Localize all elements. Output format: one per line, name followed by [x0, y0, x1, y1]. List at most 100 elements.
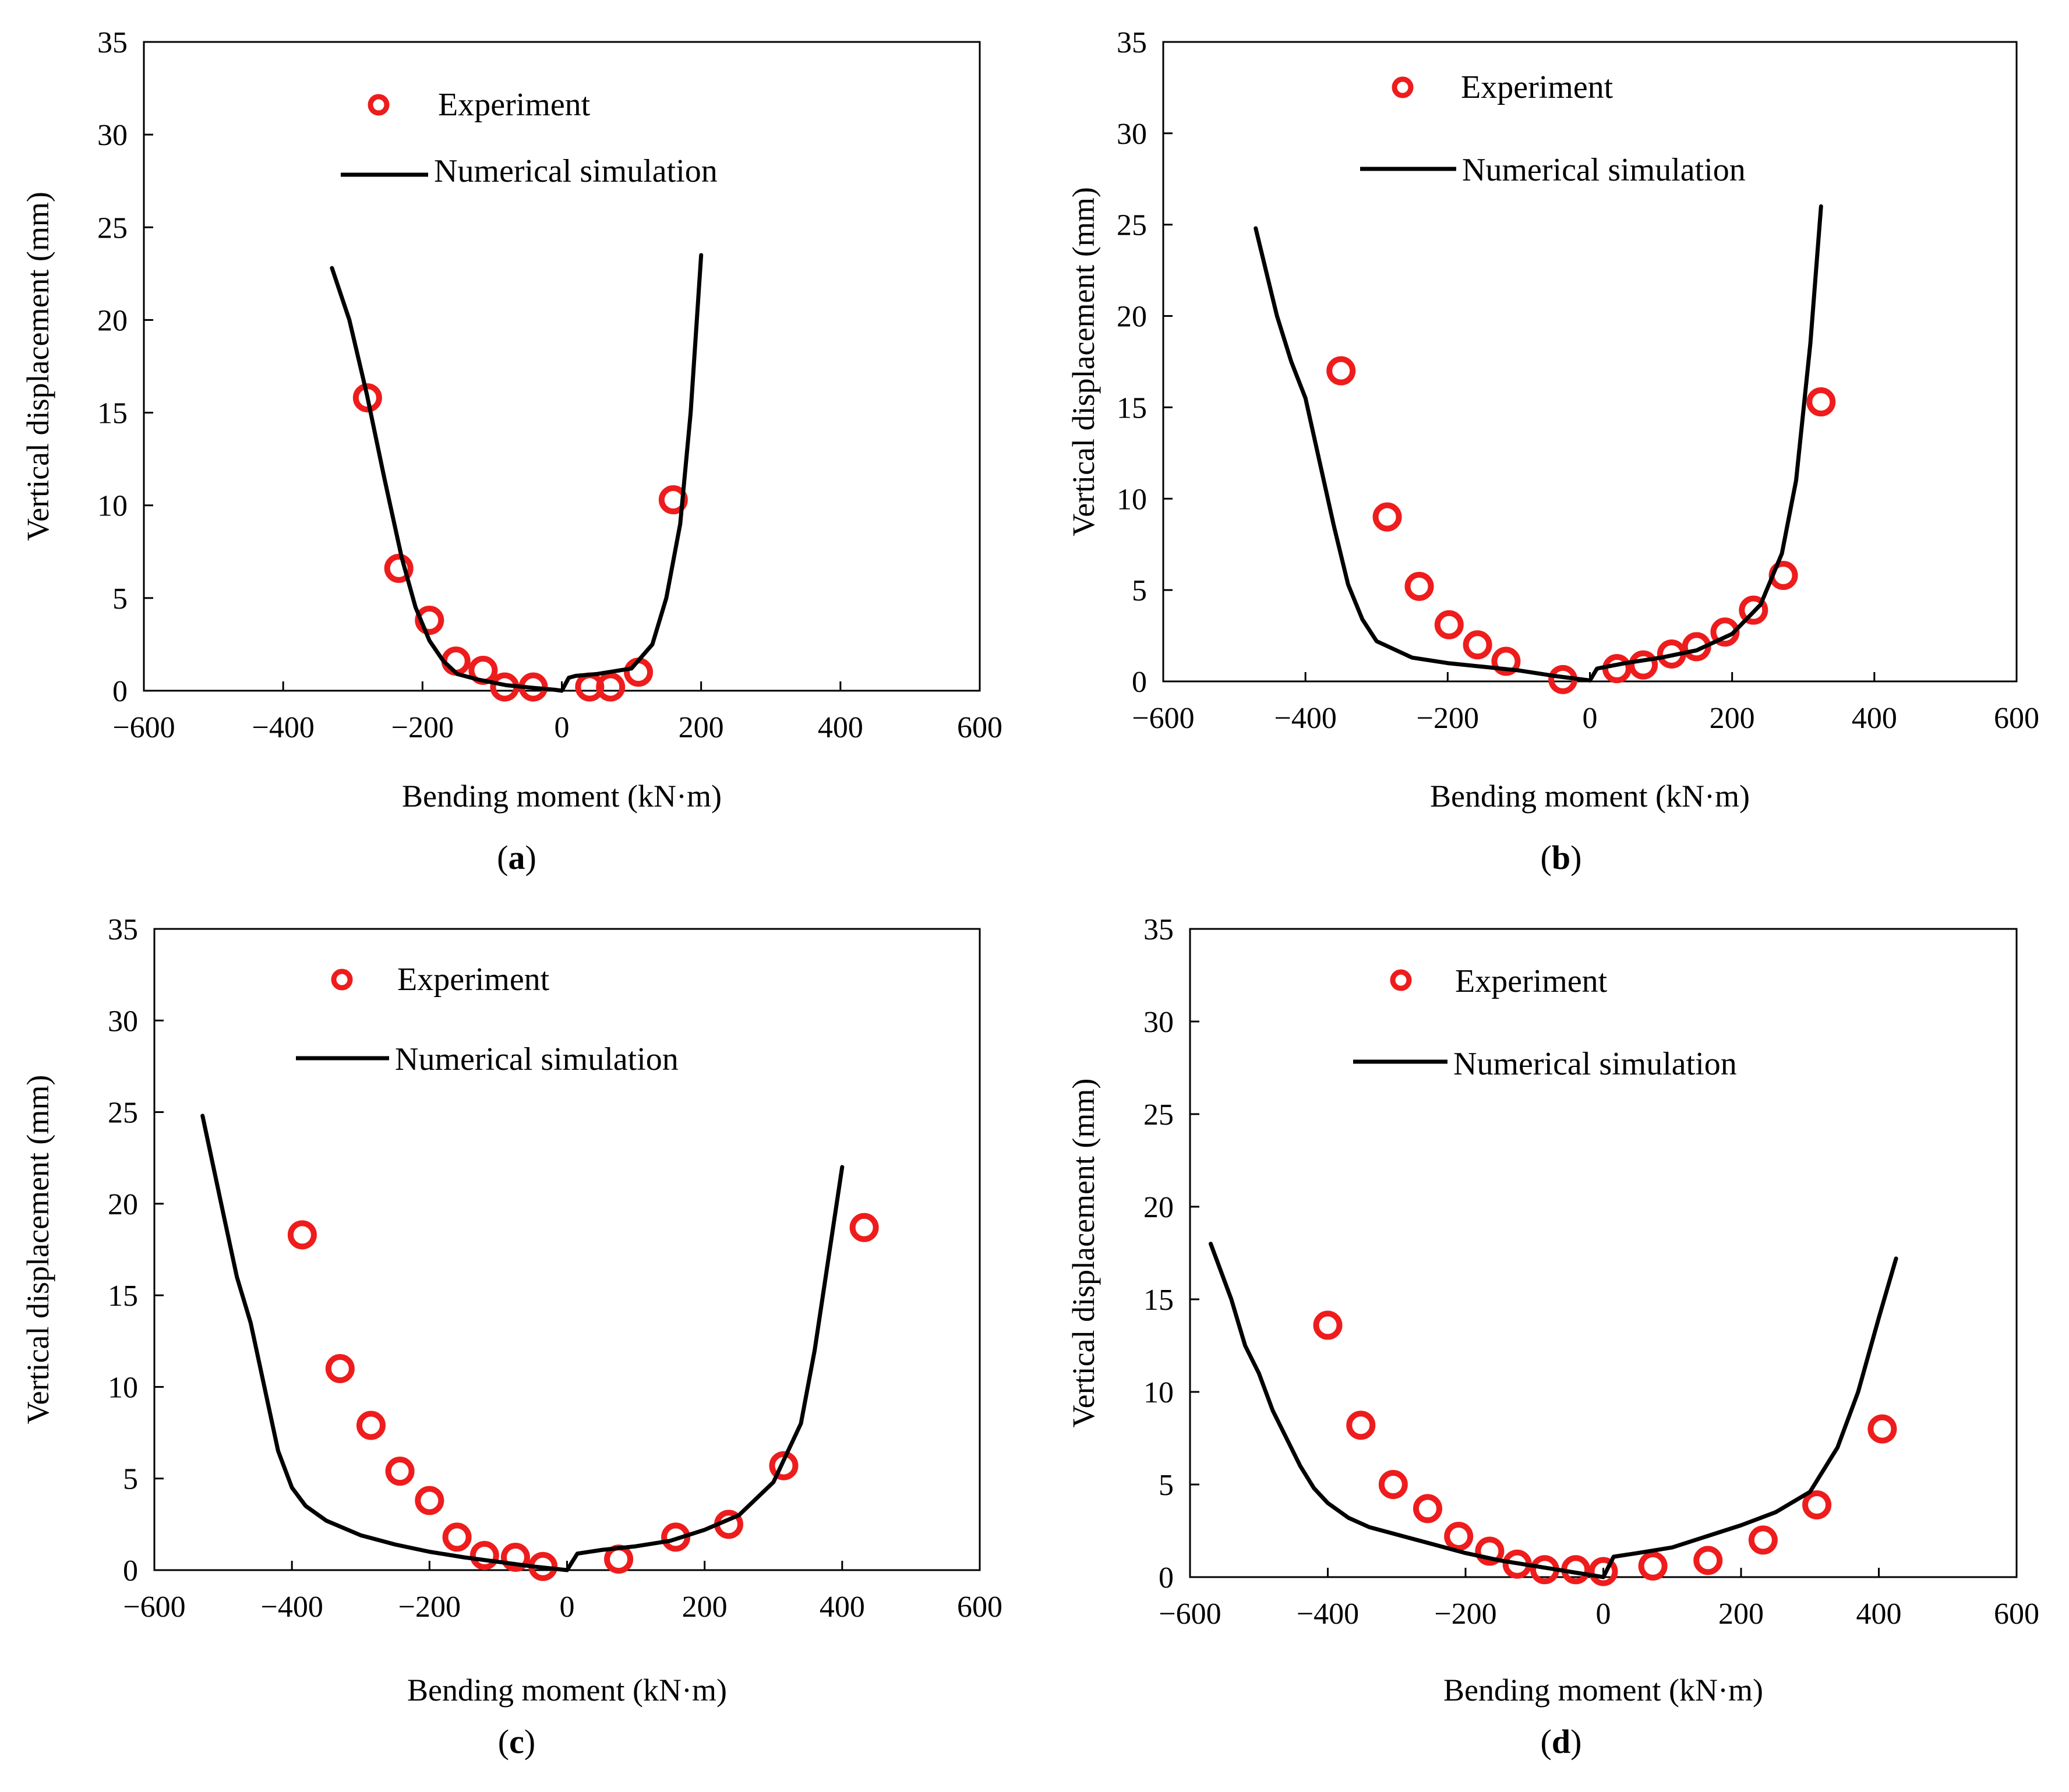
x-tick-label: 200 — [1718, 1597, 1764, 1631]
experiment-point — [385, 1457, 415, 1486]
experiment-point — [1867, 1414, 1897, 1444]
x-tick-label: 400 — [820, 1590, 865, 1624]
y-tick-label: 30 — [108, 1005, 138, 1038]
plot-frame — [1189, 928, 2018, 1578]
x-tick-label: 200 — [682, 1590, 728, 1624]
experiment-point — [287, 1220, 317, 1250]
experiment-point — [1413, 1494, 1442, 1524]
y-axis-label: Vertical displacement (mm) — [20, 192, 55, 541]
experiment-point — [469, 1540, 499, 1570]
x-tick-label: 200 — [1710, 702, 1755, 735]
y-tick-label: 35 — [1143, 913, 1174, 946]
y-tick-label: 15 — [1117, 391, 1147, 425]
experiment-point — [1463, 630, 1492, 660]
x-tick-label: −400 — [252, 711, 315, 744]
legend-label-simulation: Numerical simulation — [395, 1041, 679, 1077]
experiment-point — [1588, 1557, 1618, 1586]
legend-label-simulation: Numerical simulation — [1462, 152, 1746, 188]
experiment-point — [1806, 387, 1836, 417]
y-tick-label: 10 — [108, 1371, 138, 1404]
plot-frame — [153, 928, 981, 1571]
panel-label: (a) — [497, 839, 536, 876]
x-tick-label: −600 — [112, 711, 175, 744]
y-tick-label: 20 — [1117, 301, 1147, 334]
x-tick-label: 200 — [679, 711, 724, 744]
y-tick-label: 30 — [1117, 118, 1147, 151]
y-tick-label: 0 — [112, 675, 128, 708]
experiment-point — [1326, 356, 1356, 386]
experiment-point — [658, 485, 688, 515]
x-tick-label: −200 — [1417, 702, 1479, 735]
x-tick-label: −400 — [1297, 1597, 1359, 1631]
chart-panel-c: −600 −400 −200 0 200 400 600 0 5 10 15 20 25 30 35 Bend… — [20, 913, 1002, 1761]
legend-label-experiment: Experiment — [397, 962, 550, 998]
y-tick-label: 15 — [97, 397, 128, 430]
x-axis-label: Bending moment (kN·m) — [402, 779, 722, 814]
chart-panel-d: −600 −400 −200 0 200 400 600 0 5 10 15 20 25 30 35 Bend… — [1066, 913, 2039, 1761]
x-tick-label: 400 — [818, 711, 863, 744]
x-tick-label: −400 — [1274, 702, 1337, 735]
experiment-point — [1444, 1522, 1474, 1551]
x-tick-label: 0 — [1596, 1597, 1611, 1631]
experiment-point — [1693, 1546, 1723, 1575]
x-tick-label: −400 — [261, 1590, 323, 1624]
experiment-point — [1748, 1525, 1778, 1555]
legend-label-simulation: Numerical simulation — [434, 153, 718, 189]
y-tick-label: 0 — [123, 1554, 138, 1588]
x-tick-label: −200 — [1434, 1597, 1496, 1631]
x-tick-label: 400 — [1856, 1597, 1902, 1631]
experiment-point — [1404, 571, 1434, 601]
experiment-point — [1434, 610, 1464, 639]
y-axis-label: Vertical displacement (mm) — [1066, 1079, 1101, 1428]
legend-label-experiment: Experiment — [1461, 69, 1613, 105]
y-tick-label: 20 — [97, 304, 128, 337]
experiment-point — [1602, 654, 1632, 684]
legend-label-experiment: Experiment — [438, 87, 591, 123]
y-tick-label: 0 — [1132, 666, 1147, 699]
x-axis-label: Bending moment (kN·m) — [1430, 779, 1750, 814]
y-tick-label: 5 — [112, 582, 128, 616]
chart-panel-a: −600 −400 −200 0 200 400 600 0 5 10 15 20 25 30 35 Bend… — [20, 26, 1002, 876]
y-tick-label: 10 — [1143, 1376, 1174, 1409]
x-tick-label: 0 — [560, 1590, 575, 1624]
experiment-point — [1491, 646, 1521, 676]
y-axis-label: Vertical displacement (mm) — [1066, 187, 1101, 536]
legend-label-experiment: Experiment — [1455, 963, 1608, 999]
y-tick-label: 20 — [1143, 1191, 1174, 1224]
y-tick-label: 35 — [108, 913, 138, 946]
y-tick-label: 5 — [1159, 1469, 1174, 1502]
experiment-point — [849, 1213, 879, 1242]
experiment-point — [1629, 650, 1658, 680]
y-tick-label: 30 — [1143, 1006, 1174, 1039]
panel-label: (c) — [498, 1723, 535, 1761]
experiment-point — [769, 1451, 799, 1480]
y-tick-label: 25 — [1117, 209, 1147, 242]
experiment-point — [352, 383, 382, 413]
simulation-line — [1254, 204, 1823, 683]
x-tick-label: −600 — [1132, 702, 1194, 735]
y-tick-label: 10 — [97, 490, 128, 523]
x-tick-label: 0 — [555, 711, 570, 744]
experiment-point — [1378, 1470, 1408, 1499]
experiment-point — [1372, 502, 1402, 532]
panel-label: (d) — [1541, 1723, 1582, 1761]
plot-frame — [143, 41, 981, 692]
simulation-line — [1209, 1242, 1898, 1579]
experiment-point — [596, 672, 626, 702]
x-tick-label: 600 — [1994, 1597, 2039, 1631]
panel-label: (b) — [1541, 839, 1582, 876]
x-axis-label: Bending moment (kN·m) — [407, 1673, 727, 1708]
experiment-point — [1739, 595, 1768, 625]
chart-panel-b: −600 −400 −200 0 200 400 600 0 5 10 15 20 25 30 35 Bend… — [1066, 26, 2039, 876]
experiment-point — [442, 1522, 472, 1552]
y-tick-label: 30 — [97, 119, 128, 152]
y-tick-label: 15 — [108, 1280, 138, 1313]
y-axis-label: Vertical displacement (mm) — [20, 1075, 55, 1425]
y-tick-label: 5 — [123, 1463, 138, 1496]
y-tick-label: 25 — [97, 211, 128, 245]
legend-marker-experiment — [1392, 76, 1414, 98]
simulation-line — [200, 1114, 845, 1572]
x-tick-label: 600 — [957, 1590, 1002, 1624]
legend-marker-experiment — [368, 94, 390, 116]
